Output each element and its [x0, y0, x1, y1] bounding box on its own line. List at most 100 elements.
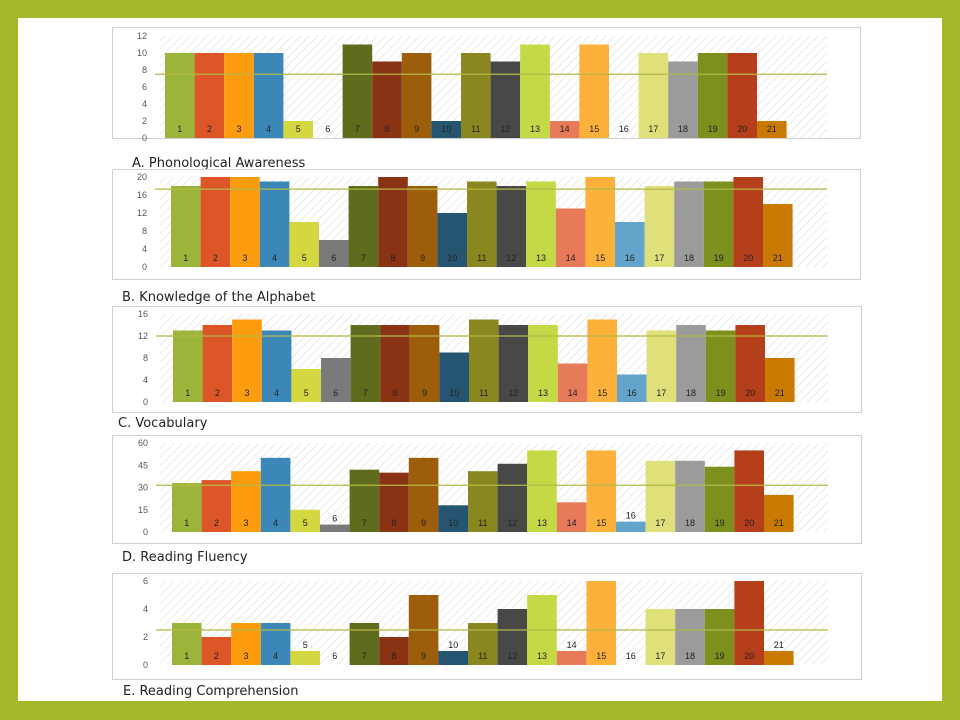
chart-panel-e: 0 2 4 6 1 2 3 4 5 6 7 8 9 10 11 12 13 14 15 16 17 18 19 20 21 — [112, 573, 862, 680]
bar-label-b-8: 8 — [390, 253, 395, 263]
bar-a-14 — [549, 121, 580, 138]
bar-label-b-21: 21 — [773, 253, 783, 263]
bar-d-6 — [320, 524, 350, 532]
bar-b-5 — [289, 222, 319, 267]
bar-label-a-21: 21 — [767, 124, 777, 134]
bar-e-2 — [201, 637, 232, 665]
bar-label-d-2: 2 — [214, 518, 219, 528]
bar-label-d-18: 18 — [685, 518, 695, 528]
bar-label-d-11: 11 — [478, 518, 487, 528]
bar-label-b-11: 11 — [477, 253, 486, 263]
bar-c-19 — [705, 330, 736, 402]
bar-d-8 — [379, 472, 409, 532]
bar-a-20 — [727, 53, 757, 138]
bar-label-d-21: 21 — [774, 518, 784, 528]
y-tick-a-3: 6 — [142, 82, 147, 92]
bar-d-3 — [231, 471, 261, 532]
bar-c-10 — [439, 352, 469, 402]
bar-b-9 — [407, 186, 438, 267]
chart-title-a: A. Phonological Awareness — [132, 156, 306, 171]
bar-label-a-5: 5 — [296, 124, 301, 134]
y-tick-d-2: 30 — [138, 483, 148, 493]
bar-a-11 — [461, 53, 491, 138]
bar-b-1 — [171, 186, 201, 267]
bar-d-18 — [675, 460, 705, 532]
bar-b-4 — [259, 181, 290, 267]
bar-b-13 — [526, 181, 556, 267]
bar-label-a-13: 13 — [530, 124, 540, 134]
y-tick-e-0: 0 — [143, 660, 148, 670]
bar-label-b-18: 18 — [684, 253, 694, 263]
bar-b-2 — [200, 177, 231, 267]
bar-d-21 — [764, 494, 794, 532]
bar-label-a-11: 11 — [471, 124, 480, 134]
bar-label-c-16: 16 — [627, 388, 637, 398]
bar-label-e-8: 8 — [391, 651, 396, 661]
bar-label-e-2: 2 — [214, 651, 219, 661]
bar-label-b-6: 6 — [331, 253, 336, 263]
bar-c-15 — [587, 319, 617, 402]
bar-a-10 — [431, 121, 461, 138]
y-tick-e-1: 2 — [143, 632, 148, 642]
bar-label-c-6: 6 — [333, 388, 338, 398]
y-tick-e-2: 4 — [143, 604, 148, 614]
bar-c-7 — [350, 325, 381, 402]
bar-d-17 — [645, 460, 676, 532]
bar-d-10 — [438, 505, 468, 532]
bar-label-b-1: 1 — [183, 253, 188, 263]
chart-panel-b: 0 4 8 12 16 20 1 2 3 4 5 6 7 8 9 10 11 12 13 14 15 16 17 18 19 20… — [112, 169, 861, 280]
bar-label-c-4: 4 — [274, 388, 279, 398]
bar-d-20 — [734, 450, 764, 532]
bar-label-e-6: 6 — [332, 651, 337, 661]
bar-c-18 — [676, 325, 706, 402]
bar-label-a-1: 1 — [177, 124, 182, 134]
bar-d-1 — [172, 483, 202, 532]
bar-label-c-5: 5 — [304, 388, 309, 398]
chart-panel-d: 0 15 30 45 60 1 2 3 4 5 6 7 8 9 10 11 12 13 14 15 16 17 18 19 20… — [112, 435, 862, 544]
bar-a-3 — [224, 53, 254, 138]
bar-label-e-10: 10 — [448, 640, 458, 650]
y-tick-c-4: 16 — [138, 309, 148, 319]
bar-e-14 — [556, 651, 587, 665]
bar-label-c-21: 21 — [775, 388, 785, 398]
y-tick-c-3: 12 — [138, 331, 148, 341]
bar-label-b-13: 13 — [536, 253, 546, 263]
bar-e-8 — [379, 637, 409, 665]
bar-b-16 — [615, 222, 645, 267]
bar-a-4 — [253, 53, 284, 138]
bar-e-19 — [704, 609, 735, 665]
bar-label-a-19: 19 — [708, 124, 718, 134]
bar-label-c-12: 12 — [508, 388, 518, 398]
bar-label-a-15: 15 — [589, 124, 599, 134]
bar-label-e-15: 15 — [596, 651, 606, 661]
y-tick-c-2: 8 — [143, 353, 148, 363]
slide: 0 2 4 6 8 10 12 1 2 3 4 5 6 7 8 9 10 11 12 13 14 15 16 17 18 19 20… — [18, 18, 942, 701]
bar-label-b-2: 2 — [213, 253, 218, 263]
bar-d-13 — [527, 450, 557, 532]
bar-label-d-9: 9 — [421, 518, 426, 528]
bar-b-17 — [644, 186, 675, 267]
y-tick-b-1: 4 — [142, 244, 147, 254]
bar-d-16 — [616, 521, 646, 532]
bar-label-e-16: 16 — [626, 651, 636, 661]
bar-d-7 — [349, 469, 380, 532]
bar-c-2 — [202, 325, 233, 402]
y-tick-a-0: 0 — [142, 133, 147, 143]
bar-c-16 — [617, 374, 647, 402]
bar-c-8 — [380, 325, 410, 402]
y-tick-c-1: 4 — [143, 375, 148, 385]
bar-a-5 — [283, 121, 313, 138]
bar-label-c-20: 20 — [745, 388, 755, 398]
bar-label-b-12: 12 — [506, 253, 516, 263]
y-tick-b-5: 20 — [137, 172, 147, 182]
bar-label-c-13: 13 — [538, 388, 548, 398]
bar-label-a-16: 16 — [619, 124, 629, 134]
bar-e-5 — [290, 651, 320, 665]
bar-label-b-19: 19 — [714, 253, 724, 263]
bar-label-c-11: 11 — [479, 388, 488, 398]
y-tick-b-0: 0 — [142, 262, 147, 272]
bar-label-c-17: 17 — [656, 388, 666, 398]
bar-label-a-12: 12 — [500, 124, 510, 134]
